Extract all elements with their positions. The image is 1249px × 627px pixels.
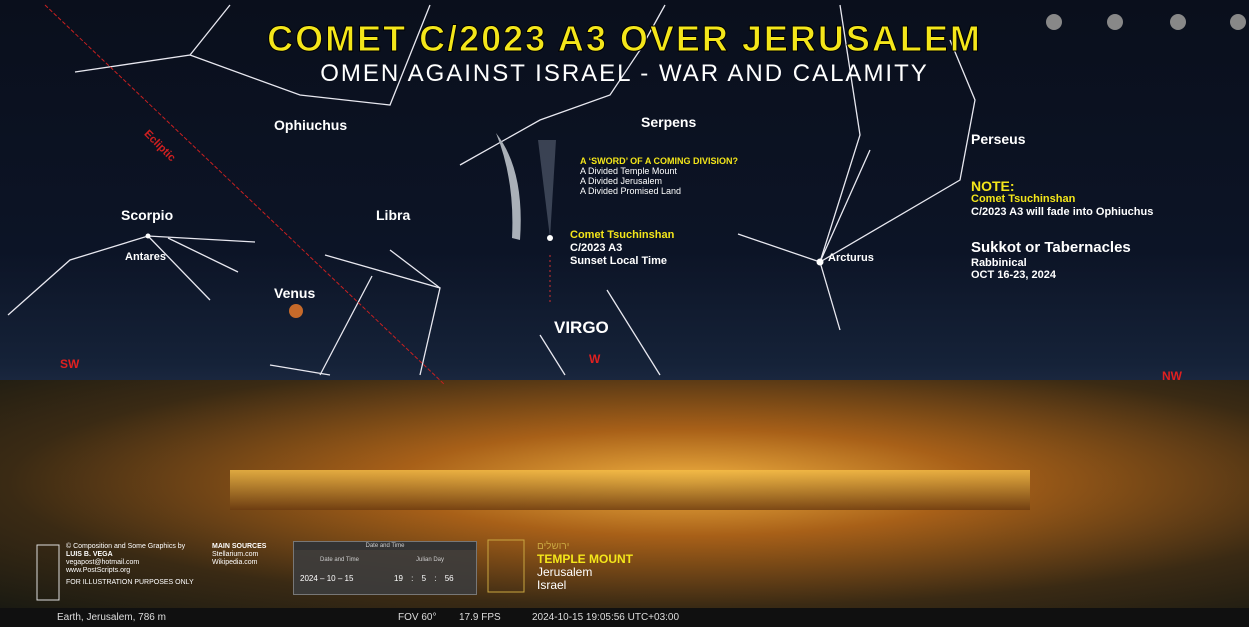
vega-logo <box>37 545 59 600</box>
source: Wikipedia.com <box>212 559 266 567</box>
compass: W <box>589 352 600 366</box>
sky-label: Arcturus <box>828 252 874 264</box>
hour[interactable]: 19 <box>394 574 403 583</box>
status-fov: FOV 60° <box>398 612 436 623</box>
subtitle: OMEN AGAINST ISRAEL - WAR AND CALAMITY <box>0 60 1249 88</box>
sources: MAIN SOURCES Stellarium.com Wikipedia.co… <box>212 543 266 567</box>
time-fields: 19 : 5 : 56 <box>394 574 454 583</box>
month[interactable]: 10 <box>327 574 336 583</box>
sky-label: Antares <box>125 251 166 263</box>
credit-line: LUIS B. VEGA <box>66 551 194 559</box>
stellarium-view: COMET C/2023 A3 OVER JERUSALEM OMEN AGAI… <box>0 0 1249 627</box>
note-title: NOTE: <box>971 180 1153 193</box>
sky-label: Ophiuchus <box>274 117 347 133</box>
panel-title: Date and Time <box>294 542 476 550</box>
sword-note: A ‘SWORD’ OF A COMING DIVISION? A Divide… <box>580 156 738 196</box>
date-fields: 2024 – 10 – 15 <box>300 574 353 583</box>
credit-line: vegapost@hotmail.com <box>66 559 194 567</box>
note-text: C/2023 A3 will fade into Ophiuchus <box>971 206 1153 219</box>
holiday-title: Sukkot or Tabernacles <box>971 239 1131 257</box>
jerusalem-emblem <box>488 540 524 592</box>
credit-line: © Composition and Some Graphics by <box>66 543 194 551</box>
note-line: A Divided Promised Land <box>580 186 738 196</box>
star-arcturus <box>817 259 824 266</box>
sky-overlay <box>0 0 1249 627</box>
sky-label: Perseus <box>971 131 1025 147</box>
comet-note: Comet Tsuchinshan C/2023 A3 Sunset Local… <box>570 229 674 268</box>
date-time-panel: Date and Time Date and Time Julian Day 2… <box>293 541 477 595</box>
holiday-line: Rabbinical <box>971 257 1131 269</box>
sky-label: Libra <box>376 207 410 223</box>
location-block: ירושלים TEMPLE MOUNT Jerusalem Israel <box>537 540 633 592</box>
star-antares <box>146 234 151 239</box>
source: Stellarium.com <box>212 551 266 559</box>
note-line: A Divided Jerusalem <box>580 176 738 186</box>
note-line: A Divided Temple Mount <box>580 166 738 176</box>
status-datetime: 2024-10-15 19:05:56 UTC+03:00 <box>532 612 679 623</box>
sky-label: Venus <box>274 285 315 301</box>
sky-label: Scorpio <box>121 207 173 223</box>
compass: NW <box>1162 369 1182 383</box>
note-title: Comet Tsuchinshan <box>570 229 674 242</box>
panel-tab[interactable]: Julian Day <box>416 557 444 563</box>
credits: © Composition and Some Graphics by LUIS … <box>66 543 194 587</box>
day[interactable]: 15 <box>345 574 354 583</box>
note-subtitle: Comet Tsuchinshan <box>971 193 1153 206</box>
panel-tab[interactable]: Date and Time <box>320 557 359 563</box>
comet-tail <box>538 140 556 238</box>
sources-title: MAIN SOURCES <box>212 543 266 551</box>
minute[interactable]: 5 <box>422 574 426 583</box>
second[interactable]: 56 <box>445 574 454 583</box>
note: NOTE: Comet Tsuchinshan C/2023 A3 will f… <box>971 180 1153 219</box>
venus <box>289 304 303 318</box>
sky-label: Serpens <box>641 114 696 130</box>
status-fps: 17.9 FPS <box>459 612 501 623</box>
year[interactable]: 2024 <box>300 574 318 583</box>
status-bar: Earth, Jerusalem, 786 m FOV 60° 17.9 FPS… <box>0 608 1249 627</box>
comet <box>547 235 553 241</box>
location-line: Israel <box>537 579 633 592</box>
credit-line: FOR ILLUSTRATION PURPOSES ONLY <box>66 579 194 587</box>
note-title: A ‘SWORD’ OF A COMING DIVISION? <box>580 156 738 166</box>
credit-line: www.PostScripts.org <box>66 567 194 575</box>
sword <box>496 133 521 240</box>
compass: SW <box>60 357 79 371</box>
note-line: Sunset Local Time <box>570 255 674 268</box>
holiday: Sukkot or Tabernacles Rabbinical OCT 16-… <box>971 239 1131 281</box>
holiday-line: OCT 16-23, 2024 <box>971 269 1131 281</box>
status-location: Earth, Jerusalem, 786 m <box>57 612 166 623</box>
sky-label: VIRGO <box>554 318 609 338</box>
note-line: C/2023 A3 <box>570 242 674 255</box>
title: COMET C/2023 A3 OVER JERUSALEM <box>0 18 1249 60</box>
